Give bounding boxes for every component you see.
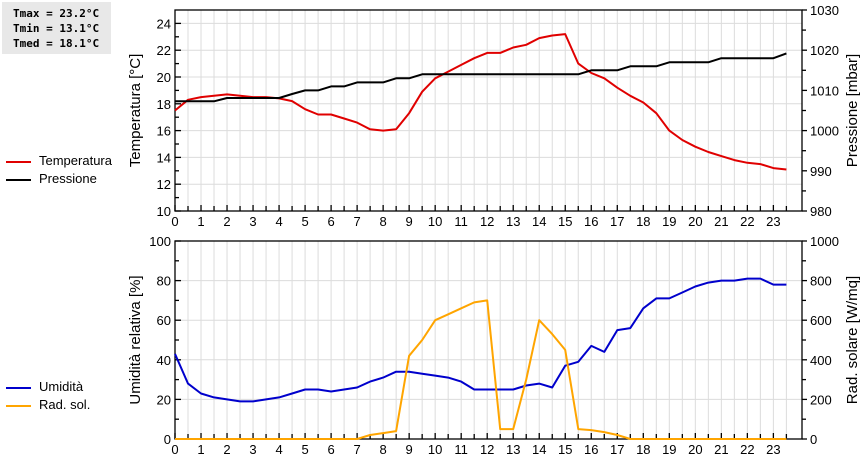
x-tick-label: 12: [480, 214, 494, 229]
x-tick-label: 16: [584, 214, 598, 229]
radiation-line-swatch-icon: [6, 405, 31, 407]
x-tick-label: 22: [740, 214, 754, 229]
legend-label: Pressione: [39, 171, 97, 186]
series-temperaturaline: [174, 33, 787, 171]
x-tick-label: 17: [610, 214, 624, 229]
stats-box: Tmax = 23.2°C Tmin = 13.1°C Tmed = 18.1°…: [2, 2, 111, 54]
y-tick-label: 10: [157, 204, 171, 219]
y2-tick-label: 1000: [810, 234, 839, 249]
pressure-line-swatch-icon: [6, 179, 31, 181]
x-tick-label: 9: [406, 442, 413, 457]
x-tick-label: 3: [249, 214, 256, 229]
x-tick-label: 0: [171, 442, 178, 457]
temperature-line-swatch-icon: [6, 161, 31, 163]
x-tick-label: 9: [406, 214, 413, 229]
y2-tick-label: 200: [810, 392, 832, 407]
x-tick-label: 1: [197, 214, 204, 229]
x-tick-label: 2: [223, 214, 230, 229]
x-tick-label: 20: [688, 442, 702, 457]
x-tick-label: 4: [275, 214, 282, 229]
y-tick-label: 20: [157, 392, 171, 407]
y-tick-label: 12: [157, 177, 171, 192]
x-tick-label: 21: [714, 214, 728, 229]
x-tick-label: 0: [171, 214, 178, 229]
x-tick-label: 13: [506, 442, 520, 457]
y-tick-label: 18: [157, 97, 171, 112]
x-tick-label: 10: [428, 214, 442, 229]
x-tick-label: 1: [197, 442, 204, 457]
x-tick-label: 15: [558, 214, 572, 229]
y-tick-label: 24: [157, 16, 171, 31]
y-tick-label: 80: [157, 274, 171, 289]
series-pressioneline: [175, 52, 787, 103]
x-tick-label: 5: [301, 214, 308, 229]
y-axis-title: Temperatura [°C]: [127, 54, 144, 168]
y2-tick-label: 1010: [810, 83, 839, 98]
x-tick-label: 10: [428, 442, 442, 457]
y2-tick-label: 980: [810, 204, 832, 219]
series-rad-sol-line: [175, 299, 787, 440]
x-tick-label: 5: [301, 442, 308, 457]
x-tick-label: 19: [662, 214, 676, 229]
y-tick-label: 0: [164, 432, 171, 447]
y2-tick-label: 600: [810, 313, 832, 328]
y-tick-label: 16: [157, 124, 171, 139]
y2-tick-label: 0: [810, 432, 817, 447]
y-tick-label: 60: [157, 313, 171, 328]
x-tick-label: 7: [353, 214, 360, 229]
y2-tick-label: 800: [810, 274, 832, 289]
x-tick-label: 21: [714, 442, 728, 457]
y2-tick-label: 1000: [810, 124, 839, 139]
x-tick-label: 8: [380, 442, 387, 457]
y2-tick-label: 1030: [810, 3, 839, 18]
x-tick-label: 6: [327, 214, 334, 229]
x-tick-label: 11: [454, 442, 468, 457]
y-axis-title: Umidità relativa [%]: [127, 275, 144, 404]
y2-tick-label: 1020: [810, 43, 839, 58]
x-tick-label: 11: [454, 214, 468, 229]
x-tick-label: 14: [532, 214, 546, 229]
x-tick-label: 2: [223, 442, 230, 457]
x-tick-label: 23: [766, 442, 780, 457]
y-tick-label: 20: [157, 70, 171, 85]
x-tick-label: 20: [688, 214, 702, 229]
x-tick-label: 8: [380, 214, 387, 229]
x-tick-label: 7: [353, 442, 360, 457]
x-tick-label: 18: [636, 214, 650, 229]
legend-label: Rad. sol.: [39, 397, 91, 412]
x-tick-label: 4: [275, 442, 282, 457]
x-tick-label: 15: [558, 442, 572, 457]
y2-tick-label: 400: [810, 353, 832, 368]
x-tick-label: 3: [249, 442, 256, 457]
x-tick-label: 13: [506, 214, 520, 229]
y2-axis-title: Rad. solare [W/mq]: [844, 276, 860, 404]
tmin-label: Tmin = 13.1°C: [13, 22, 100, 35]
x-tick-label: 18: [636, 442, 650, 457]
x-tick-label: 17: [610, 442, 624, 457]
y2-axis-title: Pressione [mbar]: [844, 54, 860, 167]
legend-label: Umidità: [39, 379, 84, 394]
x-tick-label: 12: [480, 442, 494, 457]
tmax-label: Tmax = 23.2°C: [13, 7, 100, 20]
x-tick-label: 19: [662, 442, 676, 457]
x-tick-label: 6: [327, 442, 334, 457]
x-tick-label: 23: [766, 214, 780, 229]
series-umidit-line: [174, 277, 787, 403]
x-tick-label: 14: [532, 442, 546, 457]
x-tick-label: 22: [740, 442, 754, 457]
x-tick-label: 16: [584, 442, 598, 457]
y-tick-label: 100: [149, 234, 171, 249]
y-tick-label: 40: [157, 353, 171, 368]
legend-label: Temperatura: [39, 153, 112, 168]
y-tick-label: 14: [157, 150, 171, 165]
humidity-line-swatch-icon: [6, 387, 31, 389]
y-tick-label: 22: [157, 43, 171, 58]
tmed-label: Tmed = 18.1°C: [13, 37, 100, 50]
y2-tick-label: 990: [810, 164, 832, 179]
